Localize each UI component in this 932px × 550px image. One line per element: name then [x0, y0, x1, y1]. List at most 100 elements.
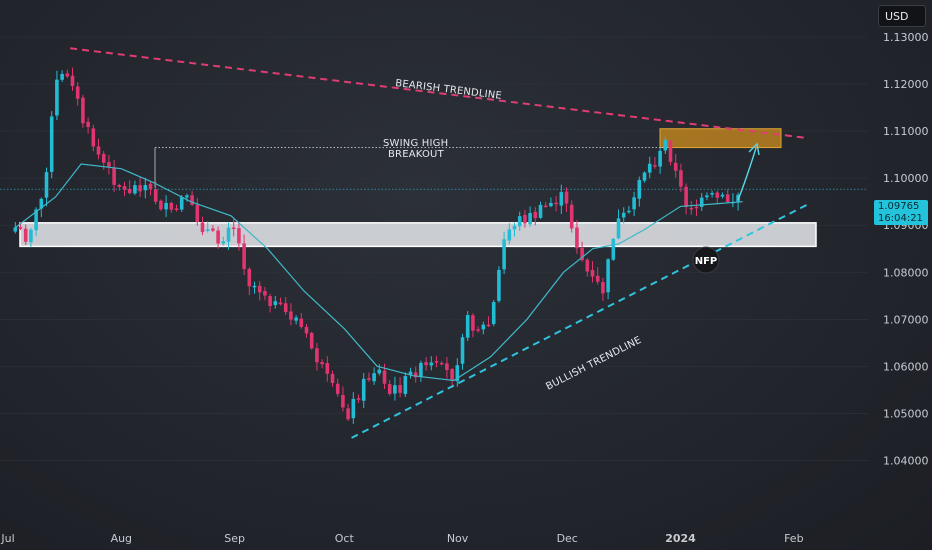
- candle-bear: [725, 194, 730, 202]
- candle-bear: [153, 189, 158, 202]
- candle-bull: [642, 172, 647, 181]
- candle-bear: [91, 128, 96, 147]
- candle-bull: [403, 376, 408, 394]
- candle-bull: [720, 194, 725, 197]
- price-axis-tick: 1.08000: [883, 266, 929, 279]
- candle-bear: [486, 324, 491, 327]
- candle-bear: [112, 167, 116, 185]
- price-axis-tick: 1.10000: [883, 172, 929, 185]
- candle-bull: [502, 239, 506, 270]
- candle-bear: [257, 285, 262, 293]
- candle-bear: [335, 383, 340, 394]
- candle-bull: [455, 365, 460, 382]
- candle-bull: [512, 225, 517, 230]
- candle-bear: [75, 86, 80, 99]
- candle-bear: [523, 214, 527, 224]
- candle-bear: [263, 291, 267, 296]
- nfp-label: NFP: [695, 256, 718, 267]
- candle-bear: [101, 153, 106, 163]
- candle-bull: [60, 73, 64, 80]
- candle-bear: [382, 370, 387, 384]
- candle-bear: [195, 204, 200, 222]
- price-axis-tick: 1.05000: [883, 407, 929, 420]
- candle-bear: [476, 329, 480, 331]
- candle-bull: [221, 241, 226, 244]
- support-zone-label: SUPPORT ZONE: [380, 254, 469, 265]
- candle-bear: [96, 146, 101, 155]
- candle-bull: [185, 195, 189, 198]
- candle-bear: [309, 332, 314, 349]
- candle-bear: [190, 195, 194, 205]
- candle-bear: [122, 186, 127, 190]
- candle-bear: [439, 362, 444, 365]
- candle-bull: [372, 373, 376, 382]
- moving-average-line: [14, 163, 743, 382]
- candle-bear: [367, 378, 371, 380]
- target-box[interactable]: [659, 128, 782, 149]
- time-axis-tick: Aug: [111, 532, 132, 545]
- candle-bear: [673, 162, 678, 171]
- currency-button[interactable]: USD: [878, 5, 926, 27]
- candle-bear: [174, 208, 179, 210]
- candle-bear: [434, 361, 439, 363]
- candle-bear: [330, 373, 335, 384]
- candle-bear: [242, 243, 246, 270]
- price-axis-tick: 1.04000: [883, 454, 929, 467]
- candle-bear: [450, 369, 454, 381]
- candle-bear: [304, 326, 309, 334]
- candle-bull: [29, 229, 33, 243]
- candle-bull: [710, 192, 714, 195]
- candle-bear: [65, 73, 70, 77]
- candle-bear: [356, 398, 361, 400]
- candle-bear: [18, 227, 23, 229]
- candle-bull: [663, 139, 668, 151]
- candle-bull: [13, 227, 18, 232]
- candle-bear: [585, 259, 590, 272]
- candle-bear: [569, 204, 574, 229]
- bullish-trendline[interactable]: [351, 203, 809, 439]
- projection-arrow: [737, 147, 757, 201]
- candle-bear: [138, 185, 142, 192]
- candle-bear: [23, 228, 28, 242]
- candle-bear: [70, 75, 75, 87]
- candle-bull: [460, 337, 465, 364]
- candle-bull: [616, 218, 621, 239]
- candle-bull: [705, 195, 709, 198]
- candle-bear: [117, 185, 122, 187]
- candle-bull: [429, 362, 434, 366]
- candle-bull: [627, 210, 631, 213]
- candle-bull: [517, 216, 522, 227]
- candle-bull: [419, 362, 423, 378]
- swing-high-label-line2: BREAKOUT: [388, 149, 445, 160]
- candle-bear: [346, 408, 350, 420]
- candle-bear: [289, 311, 293, 320]
- time-axis[interactable]: Jul Aug Sep Oct Nov Dec 2024 Feb: [0, 532, 803, 545]
- candle-bear: [325, 363, 330, 374]
- candle-bull: [611, 238, 616, 260]
- candle-bull: [164, 202, 168, 210]
- candle-bear: [694, 206, 699, 209]
- bearish-trendline[interactable]: [70, 47, 809, 140]
- last-price-value: 1.09765: [878, 201, 920, 212]
- candle-bear: [216, 230, 220, 244]
- candle-bear: [668, 141, 673, 162]
- candle-bear: [387, 384, 392, 394]
- support-zone[interactable]: [19, 222, 817, 248]
- candle-bear: [211, 228, 215, 231]
- price-axis-tick: 1.06000: [883, 360, 929, 373]
- candle-bear: [471, 315, 475, 331]
- candle-bear: [169, 202, 174, 210]
- projection-arrow-head: [748, 142, 760, 156]
- price-axis[interactable]: 1.130001.120001.110001.100001.090001.080…: [883, 31, 929, 467]
- candle-bull: [226, 227, 231, 242]
- nfp-marker[interactable]: NFP: [692, 246, 720, 274]
- time-axis-tick: Dec: [557, 532, 578, 545]
- candles: [13, 67, 740, 424]
- time-axis-tick: Nov: [447, 532, 469, 545]
- candle-bull: [632, 197, 636, 210]
- time-axis-tick: Feb: [784, 532, 803, 545]
- candle-bull: [465, 315, 470, 338]
- candle-bear: [679, 170, 683, 187]
- bearish-trendline-label: BEARISH TRENDLINE: [395, 78, 503, 102]
